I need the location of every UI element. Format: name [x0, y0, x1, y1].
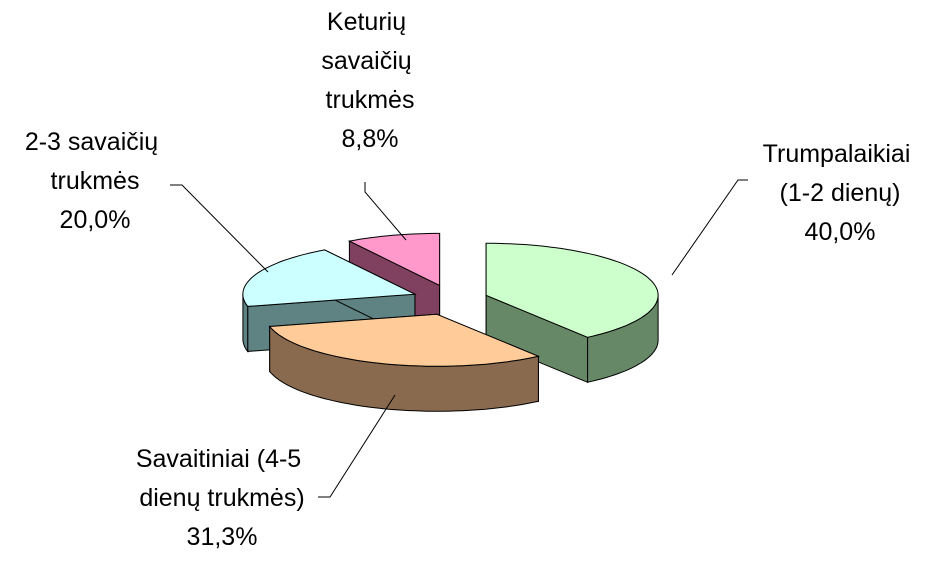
- label-line: (1-2 dienų): [780, 179, 901, 207]
- slice-label: 2-3 savaičių trukmės: [25, 128, 165, 195]
- slice-label: Savaitiniai (4-5 dienų trukmės): [136, 445, 308, 512]
- label-line: dienų trukmės): [139, 484, 304, 512]
- value-label: 20,0%: [60, 206, 131, 234]
- label-line: trukmės: [326, 86, 415, 114]
- label-line: Savaitiniai (4-5: [136, 445, 308, 473]
- leader-line: [364, 182, 407, 241]
- value-label: 40,0%: [805, 218, 876, 246]
- slice: [485, 242, 659, 338]
- slice: [242, 249, 417, 307]
- leader-line: [170, 184, 269, 273]
- slice-label: Keturių savaičių trukmės: [321, 8, 418, 114]
- label-line: Trumpalaikiai: [763, 140, 918, 168]
- value-label: 31,3%: [187, 523, 258, 551]
- value-label: 8,8%: [342, 125, 399, 153]
- leader-line: [671, 179, 748, 276]
- label-line: savaičių: [321, 47, 418, 75]
- slice: [268, 313, 541, 412]
- slice: [347, 232, 441, 287]
- slice-label: Trumpalaikiai (1-2 dienų): [763, 140, 918, 207]
- slice: [485, 242, 659, 384]
- label-line: 2-3 savaičių: [25, 128, 165, 156]
- label-line: trukmės: [51, 167, 140, 195]
- slice: [268, 313, 541, 367]
- label-line: Keturių: [327, 8, 413, 36]
- leader-line: [318, 394, 396, 498]
